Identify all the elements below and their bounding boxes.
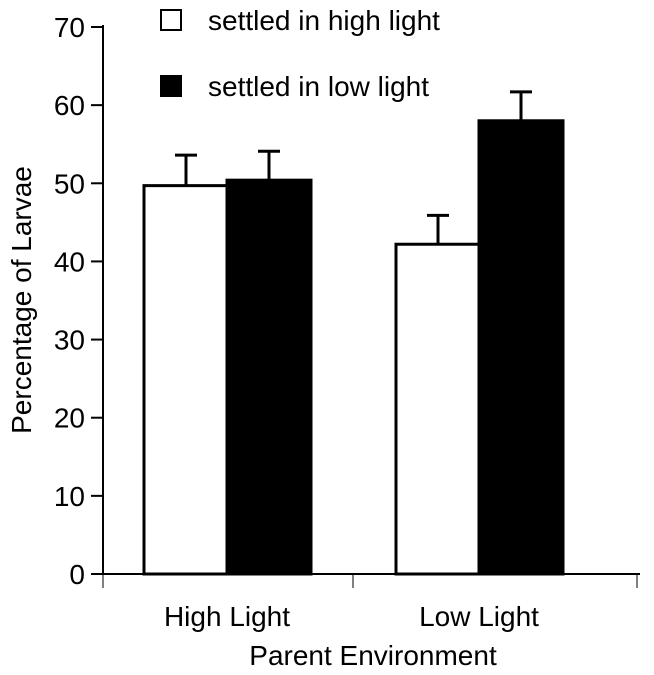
bar <box>477 119 565 576</box>
y-axis-label: Percentage of Larvae <box>6 166 37 434</box>
y-tick-label: 70 <box>54 12 85 43</box>
legend-swatch <box>160 9 182 31</box>
legend: settled in high light settled in low ligh… <box>160 5 440 102</box>
axes: 0 10 20 30 40 50 60 70 High Light Low Light <box>54 12 640 632</box>
y-tick-label: 0 <box>69 559 85 590</box>
legend-swatch <box>160 75 182 97</box>
y-tick-label: 60 <box>54 90 85 121</box>
bar <box>225 178 313 576</box>
y-tick-label: 10 <box>54 481 85 512</box>
x-axis-label: Parent Environment <box>249 640 497 671</box>
y-tick-label: 30 <box>54 325 85 356</box>
y-tick-label: 40 <box>54 246 85 277</box>
x-tick-label: High Light <box>164 601 290 632</box>
y-tick-label: 50 <box>54 168 85 199</box>
bars <box>142 90 565 576</box>
x-tick-label: Low Light <box>419 601 539 632</box>
legend-label: settled in high light <box>208 5 440 36</box>
y-tick-label: 20 <box>54 403 85 434</box>
legend-label: settled in low light <box>208 71 429 102</box>
bar <box>394 242 482 576</box>
bar <box>142 184 230 576</box>
